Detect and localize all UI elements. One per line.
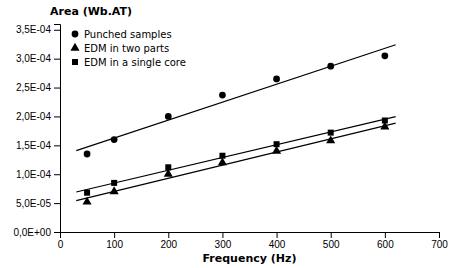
tick: 0,0E+00 — [13, 227, 60, 238]
point — [83, 197, 92, 205]
tick-mark — [54, 203, 60, 204]
tick-mark — [168, 232, 169, 238]
fit-line — [76, 123, 395, 201]
point — [219, 153, 225, 159]
point — [111, 180, 117, 186]
tick: 600 — [377, 232, 394, 250]
tick: 700 — [431, 232, 448, 250]
legend: Punched samples EDM in two parts EDM in a … — [70, 29, 185, 68]
plot: 0 100 200 300 400 500 600 700 0,0E+00 5,0E-05 1,0E… — [13, 24, 448, 250]
x-axis: 0 100 200 300 400 500 600 700 — [58, 232, 449, 250]
x-axis-title: Frequency (Hz) — [203, 252, 297, 265]
legend-symbol — [72, 31, 79, 38]
tick: 2,0E-04 — [16, 111, 60, 122]
y-axis: 0,0E+00 5,0E-05 1,0E-04 1,5E-04 2,0E-04 2,5E-… — [13, 24, 60, 237]
marks — [76, 45, 395, 205]
point — [326, 135, 335, 143]
tick-label: 3,5E-04 — [16, 24, 51, 35]
point — [219, 92, 226, 99]
tick-mark — [54, 145, 60, 146]
tick: 200 — [160, 232, 177, 250]
point — [111, 136, 118, 143]
fit-line — [76, 117, 395, 192]
tick-label: 0 — [58, 239, 64, 250]
tick-label: 3,0E-04 — [16, 53, 51, 64]
tick: 400 — [269, 232, 286, 250]
legend-item: EDM in two parts — [70, 43, 169, 54]
tick-label: 5,0E-05 — [16, 198, 51, 209]
point — [84, 190, 90, 196]
tick-mark — [54, 116, 60, 117]
tick-mark — [54, 174, 60, 175]
tick-label: 0,0E+00 — [13, 227, 51, 238]
tick-label: 400 — [269, 239, 286, 250]
tick-mark — [385, 232, 386, 238]
tick-mark — [222, 232, 223, 238]
point — [84, 151, 91, 158]
axis-line — [54, 25, 61, 233]
legend-label: EDM in a single core — [84, 57, 186, 68]
tick-mark — [54, 59, 60, 60]
tick-label: 300 — [215, 239, 232, 250]
tick-mark — [439, 232, 440, 238]
point — [110, 186, 119, 194]
tick: 100 — [106, 232, 123, 250]
legend-label: EDM in two parts — [84, 43, 169, 54]
point — [328, 130, 334, 136]
tick: 3,5E-04 — [16, 24, 60, 35]
tick-label: 700 — [431, 239, 448, 250]
tick: 500 — [323, 232, 340, 250]
point — [165, 164, 171, 170]
tick: 0 — [58, 232, 64, 250]
chart: 0 100 200 300 400 500 600 700 0,0E+00 5,0E-05 1,0E… — [0, 0, 455, 268]
point — [327, 63, 334, 70]
legend-item: EDM in a single core — [72, 57, 186, 68]
tick: 5,0E-05 — [16, 198, 60, 209]
tick-mark — [54, 232, 60, 233]
point — [273, 76, 280, 83]
tick-label: 2,5E-04 — [16, 82, 51, 93]
tick-mark — [54, 88, 60, 89]
tick-label: 200 — [160, 239, 177, 250]
legend-symbol — [72, 59, 78, 65]
tick-label: 2,0E-04 — [16, 111, 51, 122]
tick-label: 600 — [377, 239, 394, 250]
tick-mark — [114, 232, 115, 238]
tick: 1,5E-04 — [16, 140, 60, 151]
title: Area (Wb.AT) — [50, 5, 132, 18]
tick: 3,0E-04 — [16, 53, 60, 64]
tick: 2,5E-04 — [16, 82, 60, 93]
legend-label: Punched samples — [84, 29, 172, 40]
legend-symbol — [70, 43, 79, 51]
tick-label: 1,0E-04 — [16, 169, 51, 180]
tick-label: 500 — [323, 239, 340, 250]
tick-label: 100 — [106, 239, 123, 250]
tick-mark — [331, 232, 332, 238]
tick-mark — [54, 30, 60, 31]
point — [381, 52, 388, 59]
legend-item: Punched samples — [72, 29, 172, 40]
point — [274, 141, 280, 147]
point — [382, 117, 388, 123]
tick-mark — [277, 232, 278, 238]
point — [165, 113, 172, 120]
tick: 300 — [215, 232, 232, 250]
axis-line — [61, 233, 440, 239]
tick-label: 1,5E-04 — [16, 140, 51, 151]
tick: 1,0E-04 — [16, 169, 60, 180]
